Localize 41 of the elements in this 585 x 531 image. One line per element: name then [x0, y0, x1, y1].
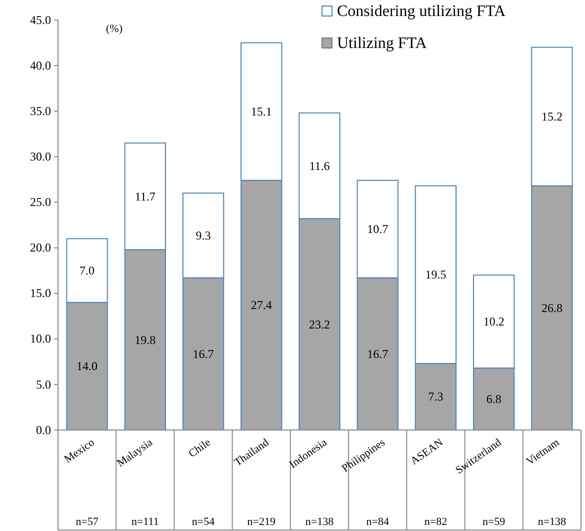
data-label: 23.2	[309, 317, 330, 332]
y-tick-label: 30.0	[30, 150, 51, 164]
data-label: 15.2	[541, 110, 562, 124]
y-axis-title: (%)	[106, 23, 123, 35]
text: n=111	[131, 516, 159, 528]
data-label: 7.0	[80, 264, 95, 278]
data-label: 19.5	[425, 268, 446, 282]
text: n=54	[192, 516, 216, 528]
text: n=219	[247, 516, 276, 528]
text: n=84	[366, 516, 390, 528]
data-label: 10.7	[367, 222, 388, 236]
data-label: 27.4	[250, 298, 272, 312]
data-label: 26.8	[541, 300, 562, 315]
legend-label: Considering utilizing FTA	[337, 3, 506, 20]
data-label: 10.2	[483, 314, 504, 329]
text: n=82	[424, 516, 448, 528]
y-tick-label: 20.0	[30, 240, 51, 255]
data-label: 11.7	[134, 189, 156, 204]
legend-label: Utilizing FTA	[337, 35, 428, 52]
x-tick-label: Chile	[186, 436, 214, 460]
data-label: 14.0	[76, 359, 98, 374]
data-label: 16.7	[367, 346, 388, 361]
data-label: 19.8	[134, 332, 156, 347]
data-label: 9.3	[196, 228, 211, 242]
y-tick-label: 15.0	[30, 286, 51, 300]
text: n=57	[76, 516, 99, 528]
y-tick-label: 45.0	[30, 12, 51, 27]
text: n=59	[482, 516, 506, 528]
text: n=138	[305, 516, 334, 528]
data-label: 6.8	[486, 392, 502, 406]
y-tick-label: 40.0	[30, 58, 51, 72]
y-tick-label: 25.0	[30, 195, 51, 210]
y-tick-label: 0.0	[36, 422, 51, 437]
y-tick-label: 5.0	[36, 377, 51, 392]
y-tick-label: 35.0	[30, 104, 51, 118]
data-label: 11.6	[309, 158, 330, 173]
data-label: 15.1	[250, 104, 272, 119]
text: n=138	[538, 516, 567, 528]
y-tick-label: 10.0	[30, 332, 51, 346]
data-label: 16.7	[192, 346, 214, 361]
data-label: 7.3	[428, 390, 444, 404]
